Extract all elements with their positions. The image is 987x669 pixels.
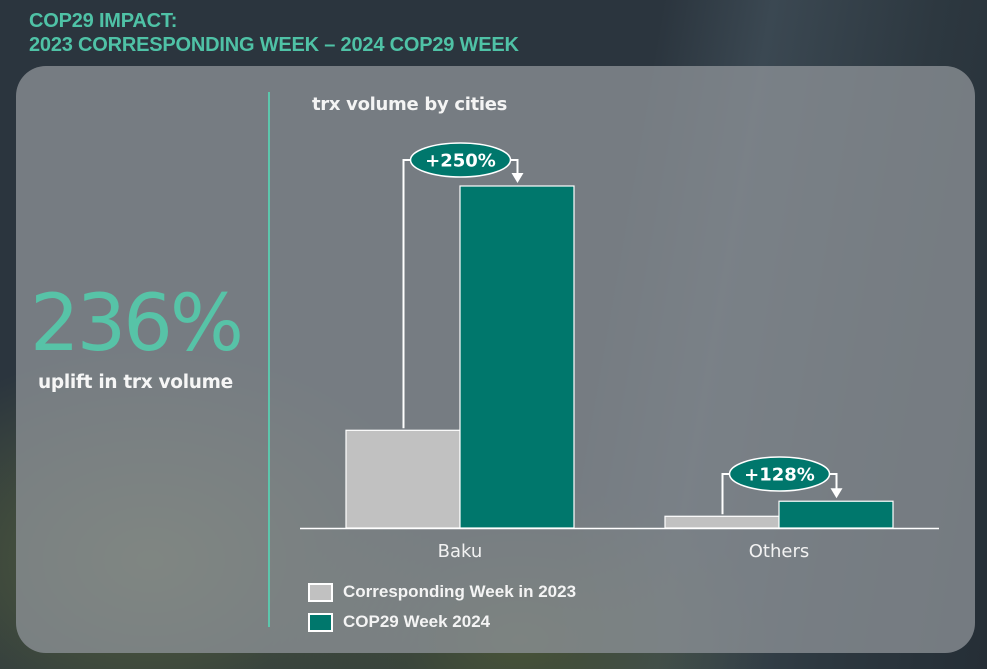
bar-others-2024 [778,500,894,529]
annotation-label-baku: +250% [425,151,496,172]
x-tick-label-baku: Baku [438,541,483,562]
arrow-down-icon [511,173,524,183]
legend-swatch-2023 [308,582,333,602]
legend-swatch-2024 [308,612,333,632]
arrow-down-icon [830,488,843,499]
legend-label-2024: COP29 Week 2024 [343,612,491,631]
vertical-divider [268,92,270,627]
annotation-pill-baku [409,142,512,178]
legend-label-2023: Corresponding Week in 2023 [343,582,577,601]
legend-item-2024: COP29 Week 2024 [308,607,576,637]
bar-others-2023 [664,515,780,529]
title-line-1: COP29 IMPACT: [29,10,178,32]
page-title: COP29 IMPACT: 2023 CORRESPONDING WEEK – … [29,9,519,57]
legend-item-2023: Corresponding Week in 2023 [308,577,576,607]
bar-baku-2024 [459,185,575,529]
chart-title: trx volume by cities [312,94,508,115]
x-tick-label-others: Others [749,541,810,562]
annotation-label-others: +128% [744,465,815,486]
title-line-2: 2023 CORRESPONDING WEEK – 2024 COP29 WEE… [29,34,519,56]
legend: Corresponding Week in 2023 COP29 Week 20… [308,577,576,637]
bar-baku-2023 [345,429,461,529]
annotation-pill-others [728,456,831,492]
kpi-label: uplift in trx volume [38,372,233,393]
kpi-value: 236% [30,279,244,369]
